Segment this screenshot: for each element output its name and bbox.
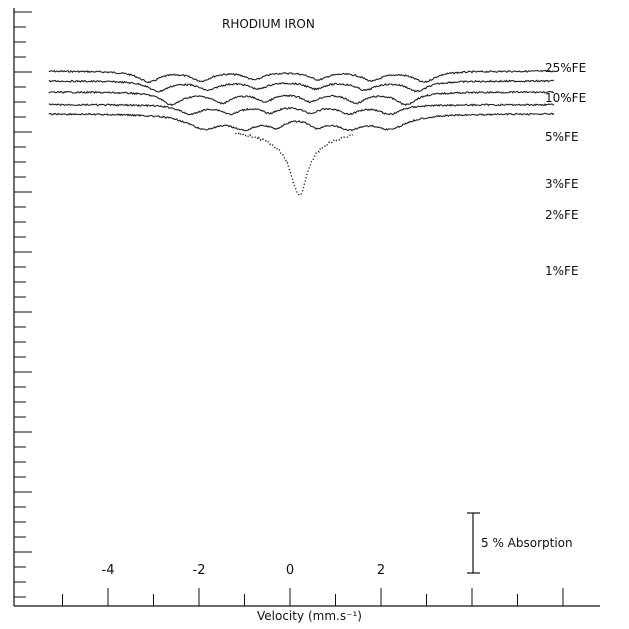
series-label: 5%FE xyxy=(545,130,579,144)
series-labels: 25%FE 10%FE 5%FE 3%FE 2%FE 1%FE xyxy=(545,61,586,278)
x-tick-label: -4 xyxy=(102,563,115,578)
chart-title: RHODIUM IRON xyxy=(222,17,315,31)
series-label: 10%FE xyxy=(545,91,586,105)
absorption-scale-bar: 5 % Absorption xyxy=(467,512,573,574)
series-label: 1%FE xyxy=(545,264,579,278)
x-axis-label: Velocity xyxy=(257,609,304,623)
spectrum-line xyxy=(234,132,354,197)
scale-bar-label: 5 % Absorption xyxy=(481,536,573,550)
x-tick-label: 2 xyxy=(377,563,385,578)
spectrum-line xyxy=(48,90,555,107)
spectrum-line xyxy=(48,112,555,132)
spectra xyxy=(48,69,555,197)
x-tick-label: -2 xyxy=(193,563,206,578)
x-tick-labels: -4 -2 0 2 xyxy=(102,563,386,578)
x-tick-label: 0 xyxy=(286,563,294,578)
left-axis xyxy=(13,8,32,606)
series-label: 3%FE xyxy=(545,177,579,191)
spectrum-line xyxy=(48,69,555,84)
x-axis xyxy=(14,588,600,607)
spectrum-line xyxy=(48,79,554,93)
spectrum-line xyxy=(48,103,555,116)
series-label: 25%FE xyxy=(545,61,586,75)
x-axis-unit: (mm.s⁻¹) xyxy=(308,609,362,623)
series-label: 2%FE xyxy=(545,208,579,222)
